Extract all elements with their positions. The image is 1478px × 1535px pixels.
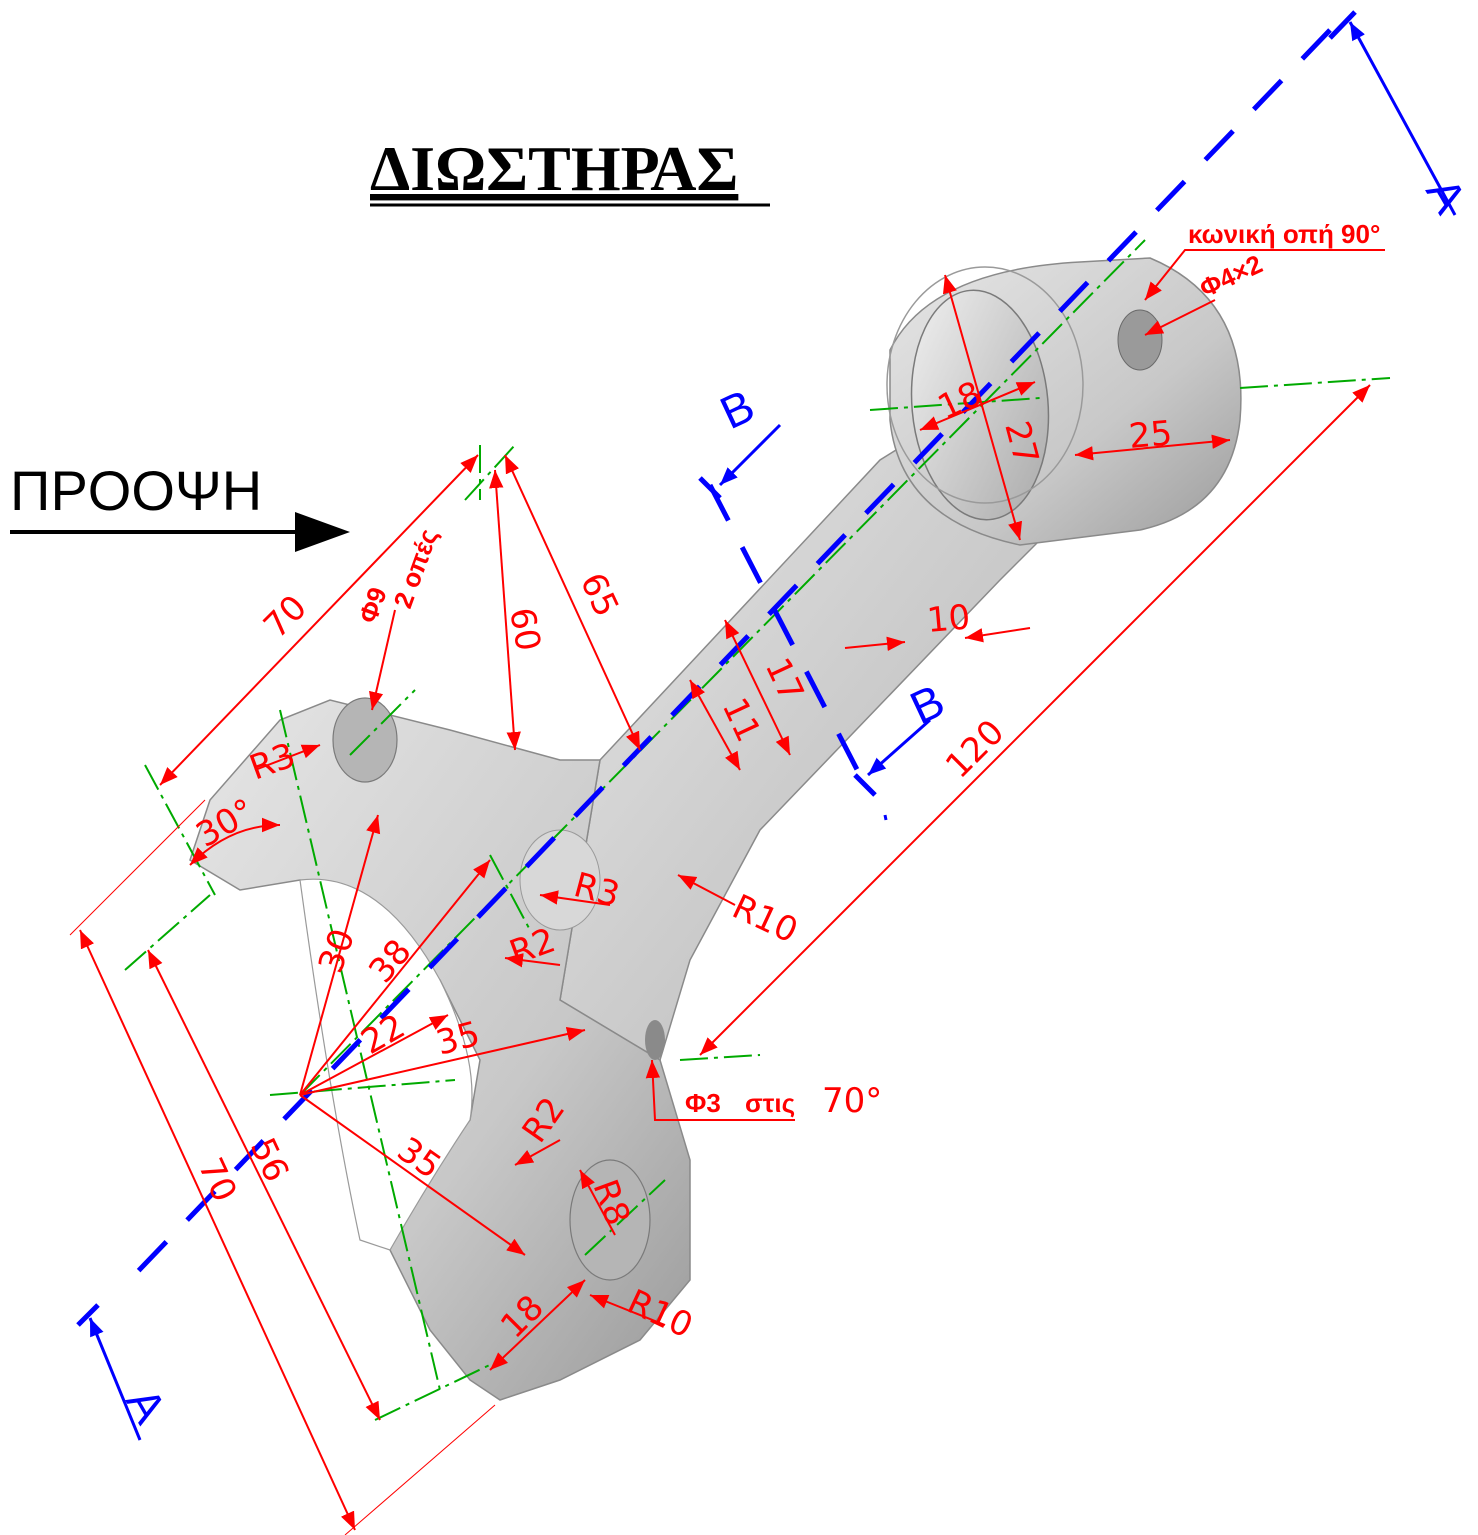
leader-phi4 xyxy=(1144,299,1216,336)
radius-38 xyxy=(299,859,491,1096)
section-label-b-bottom: B xyxy=(902,674,952,734)
dim-70-left: 70 xyxy=(190,1152,245,1208)
dim-line-65 xyxy=(504,454,641,751)
leader-phi9 xyxy=(369,609,396,711)
centerline-left-ext-a xyxy=(124,894,211,971)
centerline-oil-ext xyxy=(679,1054,761,1061)
radius-22 xyxy=(299,1014,449,1096)
section-label-a-bottom: A xyxy=(116,1379,177,1432)
leader-r2-bottom xyxy=(514,1139,561,1166)
section-label-a-top: A xyxy=(1416,169,1477,222)
dim-line-70-top xyxy=(159,454,479,786)
leader-conical-hole xyxy=(1144,249,1385,301)
leader-r3-top xyxy=(254,744,321,771)
radius-35-b xyxy=(299,1094,526,1256)
dim-10: 10 xyxy=(925,597,972,641)
leader-r3-boss xyxy=(539,890,611,906)
section-b-top-tick xyxy=(698,476,722,500)
section-a-top-arrow xyxy=(1348,21,1457,216)
dimension-lines xyxy=(69,249,1385,1535)
radius-30 xyxy=(299,814,381,1096)
dim-70-top: 70 xyxy=(256,587,315,646)
dim-r10-top: R10 xyxy=(726,887,804,952)
dim-line-18-small xyxy=(489,1279,586,1371)
angle-30-arc xyxy=(189,817,281,866)
section-a-top-tick xyxy=(1328,10,1357,40)
leader-r2-top xyxy=(504,953,561,968)
leader-r8 xyxy=(579,1169,616,1236)
dim-56: 56 xyxy=(242,1132,297,1188)
oil-hole-small-end xyxy=(1117,309,1163,371)
note-oil-hole-word: στις xyxy=(745,1088,795,1118)
note-bolt-holes-dia: Φ9 xyxy=(352,583,392,627)
dim-line-70-left xyxy=(79,929,356,1531)
section-label-b-top: B xyxy=(712,379,762,439)
view-label: ΠΡΟΟΨΗ xyxy=(10,459,262,522)
section-a-bottom-tick xyxy=(76,1303,100,1327)
centerline-top-ext-a xyxy=(144,764,216,896)
note-conical-hole: κωνική οπή 90° xyxy=(1188,219,1380,249)
section-b-dot xyxy=(883,814,888,821)
leader-r10-top xyxy=(677,874,736,906)
centerline-bottom-ext xyxy=(374,1359,501,1421)
dim-line-120 xyxy=(699,384,1371,1056)
section-b-bottom-tick xyxy=(853,773,877,797)
dim-line-ext-70-left-bot xyxy=(344,1404,496,1535)
section-b-top-arrow xyxy=(718,423,782,487)
dim-line-ext-70-left-top xyxy=(69,799,206,936)
page-title: ΔΙΩΣΤΗΡΑΣ xyxy=(370,133,738,204)
note-small-hole: Φ4×2 xyxy=(1195,249,1267,304)
dim-25: 25 xyxy=(1127,413,1174,457)
dim-60: 60 xyxy=(501,605,548,655)
dim-65: 65 xyxy=(572,567,627,623)
note-bolt-holes-count: 2 οπές xyxy=(387,525,443,612)
view-arrow xyxy=(10,512,350,552)
centerline-big-end-vertical xyxy=(279,709,441,1391)
radius-35-a xyxy=(299,1026,586,1096)
centerline-top-ext-b xyxy=(464,444,516,501)
centerline-bolt-bottom xyxy=(584,1179,666,1256)
leader-phi3 xyxy=(645,1059,795,1121)
oil-hole-big-end xyxy=(645,1020,665,1060)
dim-line-10-right xyxy=(964,627,1031,643)
view-arrow-head-icon xyxy=(295,512,350,552)
dim-120: 120 xyxy=(938,712,1012,786)
leader-r10-bottom xyxy=(589,1294,666,1326)
section-line-a xyxy=(118,28,1332,1292)
note-oil-hole-angle: 70° xyxy=(822,1081,882,1121)
dim-line-56 xyxy=(147,949,381,1421)
connecting-rod-body xyxy=(189,257,1242,1401)
note-oil-hole-dia: Φ3 xyxy=(685,1088,721,1118)
centerline-r3-boss xyxy=(489,854,531,931)
